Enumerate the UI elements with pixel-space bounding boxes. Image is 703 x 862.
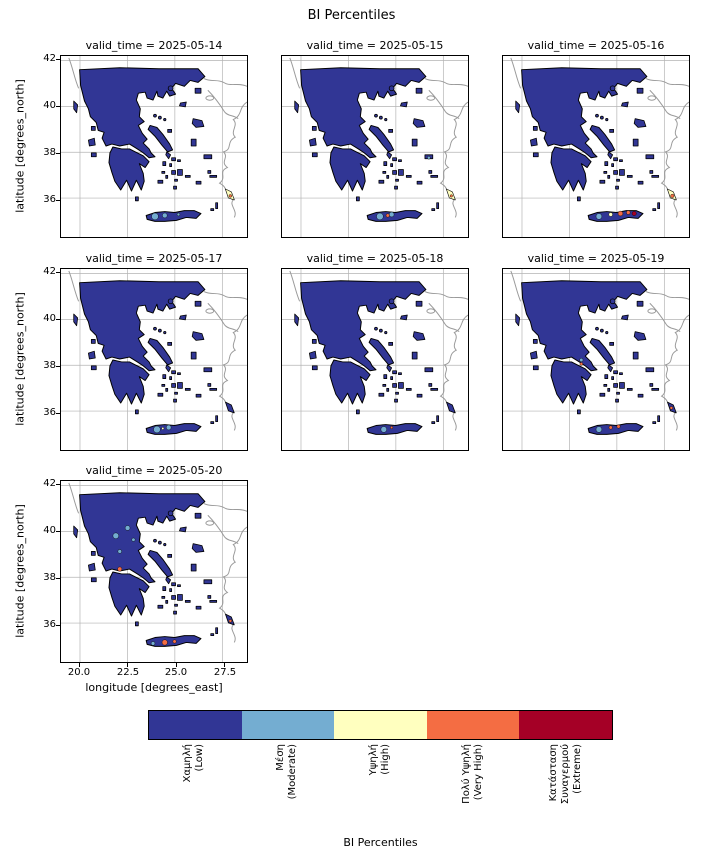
colorbar-tick-extreme: Κατάσταση Συναγερμού (Extreme) [516,742,616,842]
panel-title-3: valid_time = 2025-05-16 [527,39,665,52]
y-tick-label: 38 [43,360,56,371]
colorbar [148,710,613,740]
y-tick-mark [56,625,60,626]
colorbar-segment-extreme [519,711,612,739]
map-panel-2025-05-15 [281,55,469,238]
y-tick-mark [56,484,60,485]
y-tick-label: 36 [43,407,56,418]
colorbar-tick-moderate: Μέση (Moderate) [237,742,337,842]
y-tick-mark [56,578,60,579]
map-panel-2025-05-19 [502,268,690,451]
x-tick-label: 22.5 [116,667,140,678]
colorbar-tick-text: (Very High) [473,744,484,801]
map-svg [282,56,468,237]
y-tick-label: 36 [43,619,56,630]
y-tick-label: 36 [43,194,56,205]
panel-title-4: valid_time = 2025-05-17 [85,252,223,265]
colorbar-tick-text: (Low) [194,744,205,772]
x-tick-label: 25.0 [164,667,188,678]
colorbar-tick-text: (Moderate) [287,744,298,800]
map-svg [282,269,468,450]
colorbar-segment-very-high [426,711,520,739]
x-tick-mark [127,663,128,667]
danger-spots [153,424,172,434]
x-tick-mark [176,663,177,667]
y-tick-mark [56,272,60,273]
y-tick-label: 42 [43,266,56,277]
colorbar-tick-high: Υψηλή (High) [330,742,430,842]
y-tick-label: 38 [43,572,56,583]
y-axis-label: latitude [degrees_north] [13,292,27,426]
x-tick-label: 20.0 [67,667,91,678]
y-tick-label: 40 [43,313,56,324]
y-tick-mark [56,106,60,107]
danger-spots [376,156,456,221]
colorbar-segment-low [149,711,242,739]
map-svg [503,56,689,237]
y-axis-label: latitude [degrees_north] [13,504,27,638]
y-tick-label: 40 [43,100,56,111]
map-svg [61,481,247,662]
colorbar-tick-low: Χαμηλή (Low) [144,742,244,842]
panel-title-2: valid_time = 2025-05-15 [306,39,444,52]
y-tick-mark [56,59,60,60]
colorbar-segment-high [334,711,427,739]
y-tick-mark [56,200,60,201]
map-panel-2025-05-14 [60,55,248,238]
colorbar-tick-text: Υψηλή [368,744,379,776]
panel-title-7: valid_time = 2025-05-20 [85,464,223,477]
panel-title-5: valid_time = 2025-05-18 [306,252,444,265]
y-tick-label: 42 [43,53,56,64]
map-panel-2025-05-16 [502,55,690,238]
y-tick-mark [56,153,60,154]
colorbar-tick-text: (High) [380,744,391,775]
map-panel-2025-05-17 [60,268,248,451]
colorbar-segment-moderate [241,711,335,739]
panel-title-6: valid_time = 2025-05-19 [527,252,665,265]
colorbar-tick-text: Χαμηλή [182,744,193,783]
x-tick-mark [224,663,225,667]
y-tick-mark [56,319,60,320]
y-axis-label: latitude [degrees_north] [13,79,27,213]
colorbar-tick-text: Πολύ Υψηλή [461,744,472,804]
map-svg [503,269,689,450]
danger-spots [380,426,394,433]
danger-spots [151,188,235,221]
map-panel-2025-05-20 [60,480,248,663]
y-tick-mark [56,366,60,367]
danger-spots [112,525,233,646]
x-tick-label: 27.5 [213,667,237,678]
colorbar-tick-text: (Extreme) [572,744,583,794]
y-tick-mark [56,413,60,414]
panel-title-1: valid_time = 2025-05-14 [85,39,223,52]
figure-title: BI Percentiles [307,8,396,23]
y-tick-label: 40 [43,525,56,536]
y-tick-label: 38 [43,147,56,158]
map-svg [61,269,247,450]
danger-spots [579,358,674,433]
danger-spots [595,188,677,220]
colorbar-tick-very-high: Πολύ Υψηλή (Very High) [423,742,523,842]
colorbar-axis-label: BI Percentiles [343,836,418,849]
map-panel-2025-05-18 [281,268,469,451]
y-tick-label: 42 [43,478,56,489]
map-svg [61,56,247,237]
y-tick-mark [56,531,60,532]
colorbar-tick-text: Κατάσταση Συναγερμού [548,744,571,805]
x-tick-mark [79,663,80,667]
x-axis-label: longitude [degrees_east] [85,681,223,694]
colorbar-tick-text: Μέση [275,744,286,771]
